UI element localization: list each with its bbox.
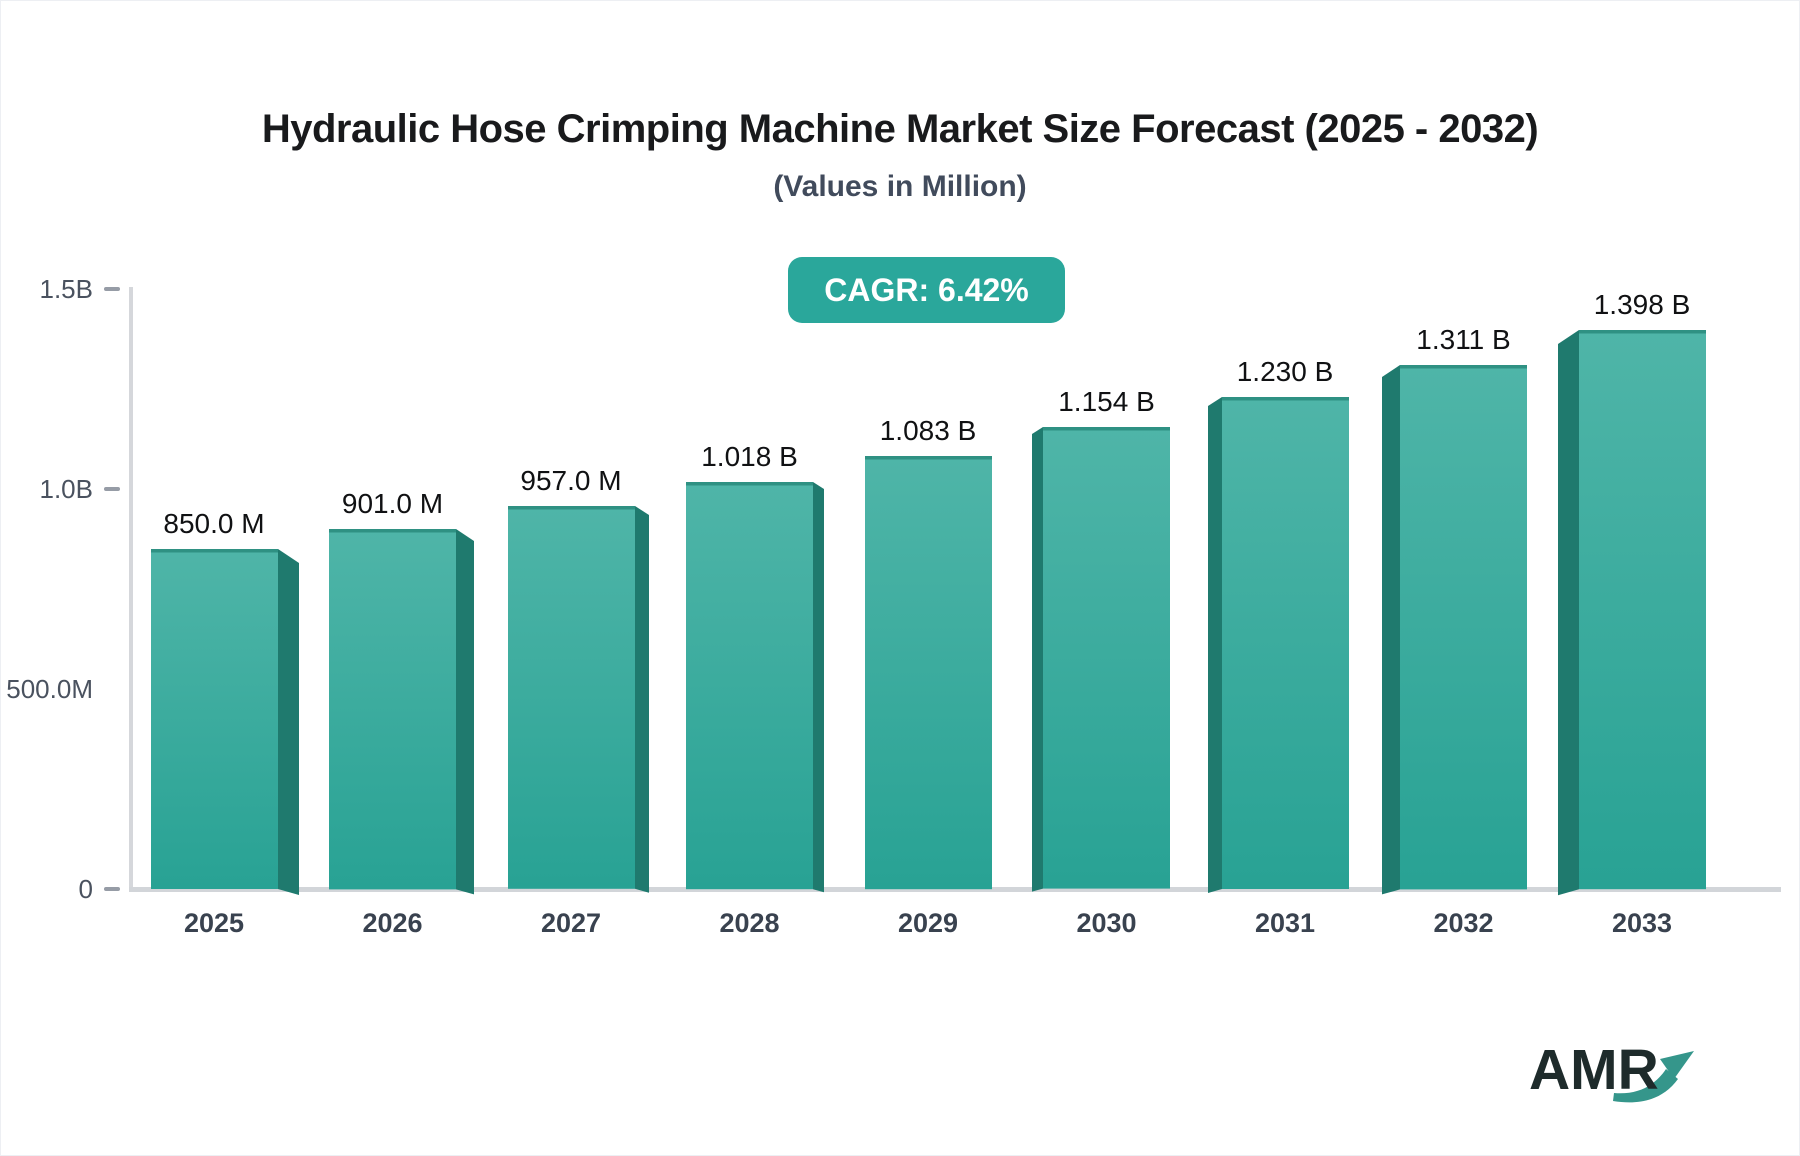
chart-title: Hydraulic Hose Crimping Machine Market S… xyxy=(261,107,1539,151)
bar-top-edge xyxy=(150,549,278,553)
x-tick-label-2025: 2025 xyxy=(183,908,245,938)
bar-side-face xyxy=(277,549,299,895)
bar-value-label: 1.154 B xyxy=(1058,386,1155,418)
bar-2027 xyxy=(507,506,649,893)
y-tick-label: 1.0B xyxy=(39,474,94,504)
bar-value-label: 957.0 M xyxy=(520,465,622,497)
bar-value-label: 1.083 B xyxy=(879,414,977,446)
bar-value-label: 1.311 B xyxy=(1416,323,1511,355)
bar-2026 xyxy=(329,528,474,894)
bar-2025 xyxy=(150,549,299,895)
bar-top-edge xyxy=(864,455,992,460)
x-tick-label-2029: 2029 xyxy=(897,908,959,938)
bar-2028 xyxy=(686,481,824,892)
x-tick-label-2030: 2030 xyxy=(1076,908,1137,938)
bar-side-face xyxy=(1207,397,1222,893)
bar-2032 xyxy=(1382,364,1527,894)
x-axis-baseline xyxy=(129,887,1781,892)
bar-value-label: 1.018 B xyxy=(701,440,798,472)
y-tick-label: 0 xyxy=(78,874,93,904)
x-tick-label-2028: 2028 xyxy=(719,908,780,938)
bar-value-label: 901.0 M xyxy=(341,487,444,519)
bar-top-edge xyxy=(507,506,635,510)
bar-top-edge xyxy=(1400,364,1527,369)
bar-side-face xyxy=(812,481,824,892)
y-axis-line xyxy=(129,287,133,892)
bar-top-edge xyxy=(1221,397,1349,401)
bar-2030 xyxy=(1032,427,1170,892)
bar-top-edge xyxy=(1043,427,1170,431)
bar-front-face xyxy=(329,528,456,889)
bar-top-edge xyxy=(686,481,813,486)
bar-front-face xyxy=(1221,397,1349,889)
bar-2029 xyxy=(864,455,992,889)
bar-side-face xyxy=(1557,329,1579,895)
amr-logo: AMR xyxy=(1521,1029,1731,1129)
cagr-badge-label: CAGR: 6.42% xyxy=(824,271,1029,308)
bar-front-face xyxy=(686,481,813,889)
bar-side-face xyxy=(1032,427,1044,892)
cagr-badge: CAGR: 6.42% xyxy=(788,257,1065,323)
bar-front-face xyxy=(1043,427,1170,889)
y-tick-label: 500.0M xyxy=(6,674,93,704)
bar-value-label: 850.0 M xyxy=(163,508,265,539)
bar-front-face xyxy=(150,549,278,889)
bar-top-edge xyxy=(329,528,456,533)
chart-subtitle: (Values in Million) xyxy=(773,170,1027,203)
bar-side-face xyxy=(634,506,649,893)
bar-front-face xyxy=(1400,364,1527,889)
y-tick-dash xyxy=(104,887,120,891)
bar-value-label: 1.398 B xyxy=(1593,288,1691,320)
bar-side-face xyxy=(455,528,474,894)
x-tick-label-2031: 2031 xyxy=(1254,908,1316,938)
y-tick-dash xyxy=(104,287,120,291)
bar-value-label: 1.230 B xyxy=(1236,356,1334,387)
x-tick-label-2032: 2032 xyxy=(1433,908,1494,938)
x-tick-label-2026: 2026 xyxy=(362,908,423,938)
bar-front-face xyxy=(864,455,992,889)
amr-logo-text: AMR xyxy=(1529,1038,1659,1102)
y-tick-dash xyxy=(104,487,120,491)
bar-top-edge xyxy=(1578,329,1706,334)
bar-2033 xyxy=(1557,329,1706,895)
bar-front-face xyxy=(1578,329,1706,889)
bar-2031 xyxy=(1207,397,1349,893)
bar-front-face xyxy=(507,506,635,889)
growth-arrow-icon xyxy=(1613,1051,1694,1103)
x-tick-label-2027: 2027 xyxy=(540,908,602,938)
bar-side-face xyxy=(1382,364,1401,894)
y-tick-label: 1.5B xyxy=(39,274,94,304)
x-tick-label-2033: 2033 xyxy=(1611,908,1673,938)
